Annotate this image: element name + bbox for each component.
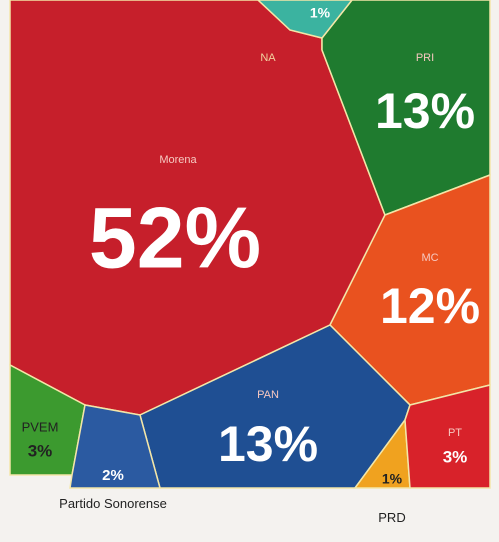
- value-label: 1%: [310, 5, 331, 21]
- outside-label: Partido Sonorense: [58, 496, 168, 512]
- value-label: 13%: [218, 416, 318, 472]
- value-label: 52%: [89, 191, 261, 287]
- value-label: 3%: [443, 447, 468, 466]
- value-label: 2%: [102, 467, 124, 484]
- chart: Morena 52% PRI 13% MC 12% PAN 13% PVEM 3% 2% NA 1% 1%…: [0, 0, 499, 542]
- value-label: 1%: [382, 471, 403, 487]
- cell-name: NA: [260, 52, 276, 64]
- cell-name: PVEM: [22, 419, 59, 434]
- cell-name: Morena: [159, 154, 197, 166]
- cell-name: PRI: [416, 52, 434, 64]
- outside-label: PRD: [337, 510, 447, 526]
- page: Morena 52% PRI 13% MC 12% PAN 13% PVEM 3% 2% NA 1% 1%…: [0, 0, 499, 542]
- cell-name: MC: [421, 252, 438, 264]
- value-label: 12%: [380, 278, 480, 334]
- value-label: 3%: [28, 441, 53, 460]
- cell-name: PT: [448, 427, 462, 439]
- value-label: 13%: [375, 83, 475, 139]
- cell-name: PAN: [257, 389, 279, 401]
